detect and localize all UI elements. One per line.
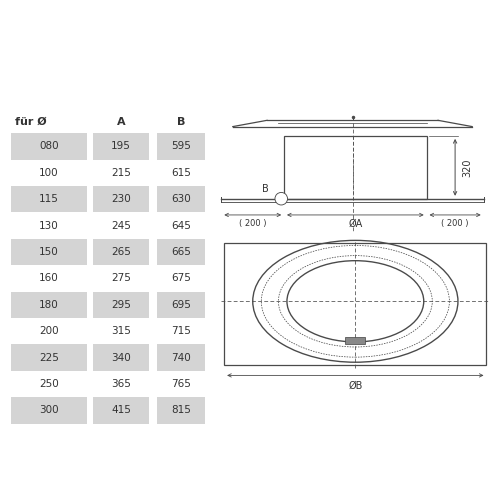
Bar <box>11 397 87 423</box>
Text: 645: 645 <box>171 220 191 230</box>
Bar <box>93 133 149 160</box>
Bar <box>157 133 205 160</box>
Bar <box>346 337 366 344</box>
Bar <box>224 243 486 366</box>
Text: 215: 215 <box>111 168 131 178</box>
Text: B: B <box>177 117 185 127</box>
Text: 115: 115 <box>39 194 59 204</box>
Text: 300: 300 <box>39 406 59 415</box>
Text: A: A <box>116 117 126 127</box>
Bar <box>11 292 87 318</box>
Bar <box>11 133 87 160</box>
Bar <box>284 136 426 198</box>
Text: 200: 200 <box>39 326 59 336</box>
Text: 595: 595 <box>171 142 191 152</box>
Text: 180: 180 <box>39 300 59 310</box>
Text: 415: 415 <box>111 406 131 415</box>
Text: 230: 230 <box>111 194 131 204</box>
Bar <box>157 397 205 423</box>
Bar <box>11 344 87 371</box>
Text: für Ø: für Ø <box>15 117 46 127</box>
Text: 695: 695 <box>171 300 191 310</box>
Bar <box>93 397 149 423</box>
Text: 765: 765 <box>171 379 191 389</box>
Text: 320: 320 <box>462 158 472 176</box>
Text: 080: 080 <box>39 142 59 152</box>
Bar <box>93 186 149 212</box>
Text: 630: 630 <box>171 194 191 204</box>
Text: ØA: ØA <box>348 218 362 228</box>
Text: 250: 250 <box>39 379 59 389</box>
Text: 150: 150 <box>39 247 59 257</box>
Text: ØB: ØB <box>348 380 362 390</box>
Text: 160: 160 <box>39 274 59 283</box>
Bar <box>11 186 87 212</box>
Text: 365: 365 <box>111 379 131 389</box>
Text: 195: 195 <box>111 142 131 152</box>
Text: ( 200 ): ( 200 ) <box>442 218 469 228</box>
Text: 740: 740 <box>171 352 191 362</box>
Bar <box>157 344 205 371</box>
Text: 615: 615 <box>171 168 191 178</box>
Text: ( 200 ): ( 200 ) <box>239 218 266 228</box>
Text: 225: 225 <box>39 352 59 362</box>
Bar <box>93 344 149 371</box>
Text: 815: 815 <box>171 406 191 415</box>
Text: 245: 245 <box>111 220 131 230</box>
Text: 130: 130 <box>39 220 59 230</box>
Text: 100: 100 <box>39 168 59 178</box>
Text: 315: 315 <box>111 326 131 336</box>
Bar <box>157 292 205 318</box>
Text: 275: 275 <box>111 274 131 283</box>
Bar <box>93 239 149 265</box>
Text: 340: 340 <box>111 352 131 362</box>
Text: 715: 715 <box>171 326 191 336</box>
Text: 265: 265 <box>111 247 131 257</box>
Bar <box>93 292 149 318</box>
Bar <box>157 186 205 212</box>
Text: 675: 675 <box>171 274 191 283</box>
Text: B: B <box>262 184 269 194</box>
Text: 665: 665 <box>171 247 191 257</box>
Circle shape <box>275 192 287 205</box>
Bar <box>11 239 87 265</box>
Text: 295: 295 <box>111 300 131 310</box>
Bar <box>157 239 205 265</box>
